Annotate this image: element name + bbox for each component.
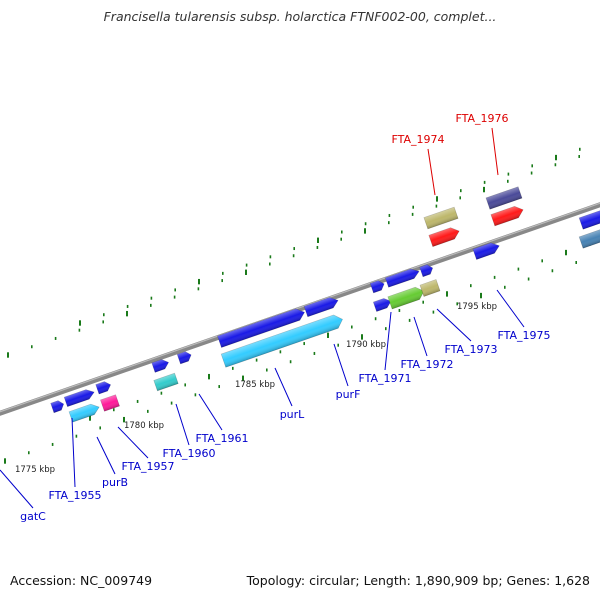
scale-label: 1790 kbp	[346, 340, 386, 350]
leader-line	[436, 308, 472, 342]
gene-feature-FTA_1961	[176, 351, 192, 365]
genome-backbone	[0, 202, 600, 416]
gene-feature-FTA_1955	[50, 400, 65, 414]
gene-feature-FTA_1955	[68, 403, 100, 423]
gene-feature-FTA_1974	[428, 227, 460, 247]
gene-label: FTA_1957	[121, 460, 174, 473]
gene-feature-FTA_1971	[372, 298, 392, 312]
gene-feature-FTA_1975	[578, 206, 600, 230]
gene-shading	[579, 223, 600, 249]
gene-feature-FTA_1975	[578, 223, 600, 249]
scale-label: 1780 kbp	[124, 421, 164, 431]
leader-line	[274, 367, 293, 407]
leader-line	[496, 289, 525, 328]
gene-feature-FTA_1972	[387, 286, 425, 310]
map-title: Francisella tularensis subsp. holarctica…	[103, 9, 497, 24]
gene-shading	[64, 389, 95, 407]
gene-label: purF	[336, 388, 361, 401]
gene-features	[50, 186, 600, 423]
scale-label: 1775 kbp	[15, 465, 55, 475]
scale-label: 1785 kbp	[235, 380, 275, 390]
gene-shading	[69, 404, 100, 423]
gene-feature-FTA_1960	[153, 372, 179, 392]
leader-line	[175, 403, 190, 446]
leader-line	[413, 316, 428, 357]
leader-line	[71, 417, 76, 488]
gene-shading	[420, 279, 440, 297]
leader-line	[198, 393, 223, 431]
leader-line	[427, 148, 436, 196]
gene-feature-FTA_1973	[419, 279, 441, 297]
gene-shading	[95, 381, 111, 395]
gene-feature-FTA_1957	[100, 394, 120, 412]
gene-shading	[579, 207, 600, 230]
gene-label: FTA_1972	[400, 358, 453, 371]
leader-line	[0, 469, 34, 509]
leader-line	[117, 426, 149, 459]
gene-shading	[428, 227, 460, 247]
gene-shading	[100, 394, 120, 412]
gene-shading	[304, 297, 339, 317]
gene-feature-FTA_1975	[472, 242, 500, 260]
leader-line	[333, 343, 349, 387]
gene-feature-purL	[220, 314, 343, 368]
gene-feature-FTA_1972	[384, 268, 420, 288]
gene-shading	[472, 242, 500, 260]
gene-label: FTA_1960	[162, 447, 215, 460]
gene-label: purB	[102, 476, 128, 489]
gene-shading	[370, 280, 385, 293]
gene-feature-FTA_1973	[419, 264, 434, 278]
gene-shading	[151, 359, 169, 373]
gene-feature-FTA_1974	[423, 206, 459, 230]
gene-label: FTA_1955	[48, 489, 101, 502]
gene-label: purL	[280, 408, 305, 421]
gene-shading	[490, 206, 524, 226]
gene-label: FTA_1975	[497, 329, 550, 342]
gene-feature-purB	[63, 389, 95, 408]
accession-text: Accession: NC_009749	[10, 573, 153, 588]
gene-feature-FTA_1976	[490, 206, 524, 227]
gene-shading	[485, 186, 523, 210]
gene-label: FTA_1976	[455, 112, 508, 125]
gene-feature-purL	[217, 308, 305, 348]
gene-label: FTA_1971	[358, 372, 411, 385]
gene-label: FTA_1974	[391, 133, 444, 146]
gene-shading	[423, 207, 459, 229]
gene-shading	[373, 298, 392, 312]
scale-label: 1795 kbp	[457, 302, 497, 312]
genome-summary-text: Topology: circular; Length: 1,890,909 bp…	[246, 573, 590, 588]
gene-shading	[153, 373, 179, 391]
gene-shading	[217, 308, 305, 348]
gene-feature-FTA_1957	[95, 381, 112, 395]
gene-shading	[387, 287, 425, 310]
tick-marks	[4, 147, 591, 464]
leader-line	[384, 311, 392, 371]
gene-label: FTA_1973	[444, 343, 497, 356]
gene-feature-FTA_1971	[369, 280, 385, 294]
gene-label: FTA_1961	[195, 432, 248, 445]
label-leaders	[0, 127, 525, 509]
scale-labels: 1775 kbp 1780 kbp 1785 kbp 1790 kbp 1795 kbp	[15, 302, 497, 475]
leader-line	[491, 127, 499, 176]
gene-feature-FTA_1976	[485, 186, 523, 210]
gene-label: gatC	[20, 510, 46, 523]
gene-shading	[419, 264, 433, 277]
gene-feature-FTA_1960	[151, 359, 169, 373]
gene-shading	[385, 268, 420, 288]
gene-shading	[221, 315, 343, 368]
gene-feature-purF	[303, 297, 339, 318]
leader-line	[96, 436, 116, 475]
genome-backbone-highlight	[0, 202, 600, 413]
gene-shading	[50, 400, 64, 413]
gene-shading	[177, 351, 192, 364]
